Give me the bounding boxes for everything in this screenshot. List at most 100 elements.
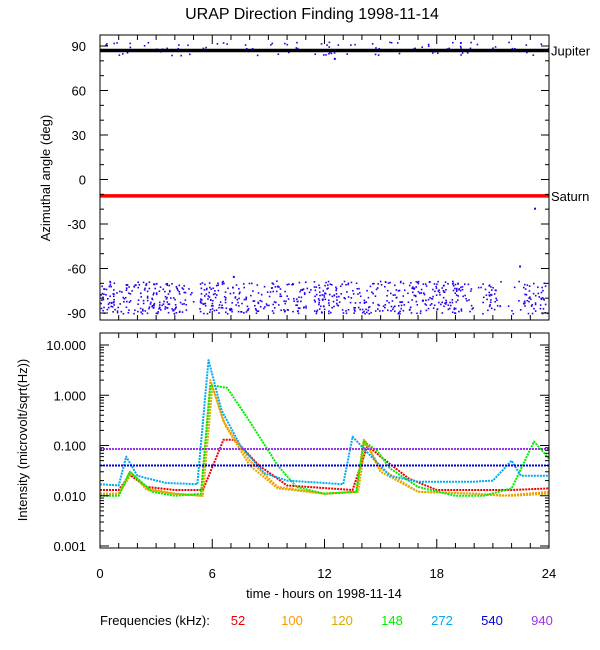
azimuth-point (214, 290, 216, 292)
azimuth-point (328, 312, 330, 315)
azimuth-point (182, 288, 185, 290)
azimuth-point (366, 311, 368, 314)
azimuth-point (155, 312, 158, 315)
azimuth-point (296, 47, 299, 50)
azimuth-point (328, 293, 331, 296)
azimuth-point (325, 54, 327, 56)
azimuth-point (317, 298, 320, 300)
azimuth-point (528, 285, 531, 287)
azimuth-point (357, 293, 359, 295)
azimuth-point (216, 294, 218, 296)
azimuth-point (534, 207, 537, 210)
azimuth-point (245, 311, 248, 313)
azimuth-point (171, 54, 173, 57)
azimuth-point (245, 296, 248, 299)
azimuth-point (379, 280, 382, 283)
azimuth-point (424, 283, 427, 285)
azimuth-point (133, 312, 135, 315)
azimuth-point (399, 312, 401, 315)
azimuth-point (377, 283, 379, 285)
azimuth-point (147, 41, 150, 44)
azimuth-point (237, 301, 239, 304)
azimuth-point (383, 285, 386, 288)
azimuth-point (225, 307, 228, 310)
azimuth-point (151, 298, 154, 301)
azimuth-point (257, 301, 259, 304)
azimuth-point (496, 299, 498, 302)
azimuth-point (264, 306, 266, 308)
azimuth-point (525, 44, 528, 46)
azimuth-point (148, 287, 151, 290)
azimuth-point (295, 47, 298, 49)
azimuth-point (322, 298, 324, 301)
azimuth-point (431, 52, 434, 54)
azimuth-y-axis-label: Azimuthal angle (deg) (38, 115, 53, 241)
azimuth-point (101, 285, 103, 288)
azimuth-point (345, 312, 348, 315)
azimuth-point (324, 292, 326, 294)
azimuth-point (447, 308, 450, 311)
azimuth-point (143, 289, 146, 291)
azimuth-point (318, 308, 321, 310)
azimuth-point (111, 301, 113, 304)
azimuth-point (217, 284, 220, 286)
azimuth-point (540, 297, 542, 300)
azimuth-point (413, 287, 416, 290)
azimuth-point (122, 312, 125, 315)
azimuth-point (394, 294, 396, 296)
azimuth-point (488, 285, 491, 287)
azimuth-point (441, 301, 444, 304)
azimuth-point (200, 287, 203, 290)
azimuth-point (253, 300, 256, 302)
azimuth-point (454, 287, 456, 290)
azimuth-point (361, 308, 364, 311)
azimuth-point (315, 310, 318, 313)
azimuth-panel-frame (99, 34, 550, 321)
azimuth-point (455, 301, 458, 303)
azimuth-point (522, 286, 525, 289)
azimuth-point (232, 292, 235, 294)
azimuth-point (374, 295, 377, 297)
azimuth-point (273, 301, 276, 303)
azimuth-point (447, 282, 449, 285)
azimuth-point (142, 299, 145, 302)
azimuth-point (146, 299, 149, 302)
azimuth-point (206, 312, 209, 315)
azimuth-point (453, 308, 456, 311)
azimuth-point (167, 293, 170, 295)
azimuth-point (422, 283, 425, 285)
azimuth-point (389, 292, 392, 295)
azimuth-point (314, 53, 317, 56)
azimuth-point (403, 304, 406, 306)
azimuth-point (161, 304, 164, 307)
azimuth-point (166, 307, 168, 309)
azimuth-point (353, 312, 355, 314)
azimuth-point (152, 293, 155, 296)
azimuth-point (226, 312, 229, 315)
azimuth-point (180, 54, 183, 57)
azimuth-point (263, 307, 265, 310)
azimuth-point (444, 302, 446, 305)
azimuth-point (459, 289, 462, 292)
azimuth-point (105, 44, 107, 46)
azimuth-point (416, 281, 419, 284)
azimuth-point (400, 301, 403, 303)
azimuth-point (154, 287, 157, 290)
azimuth-point (275, 290, 278, 293)
azimuth-point (400, 304, 403, 307)
azimuth-point (302, 288, 305, 290)
azimuth-point (153, 302, 156, 305)
azimuth-point (364, 312, 366, 315)
azimuth-point (168, 303, 171, 305)
azimuth-point (178, 291, 181, 293)
azimuth-point (401, 301, 404, 303)
azimuth-point (437, 301, 440, 304)
azimuth-point (320, 43, 323, 45)
azimuth-point (139, 307, 142, 310)
azimuth-point (328, 302, 330, 304)
azimuth-point (519, 265, 522, 268)
azimuth-point (221, 281, 224, 284)
azimuth-point (165, 283, 168, 285)
azimuth-point (224, 299, 227, 301)
y-tick-label: 10.000 (46, 338, 86, 353)
